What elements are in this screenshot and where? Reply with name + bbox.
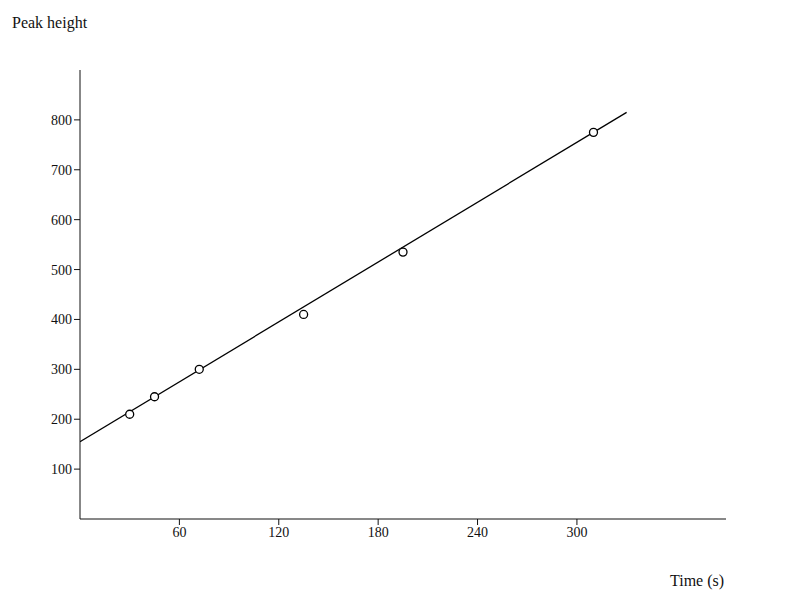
html-text:Peak height: Peak height bbox=[12, 14, 88, 31]
html-text:Time (s): Time (s) bbox=[670, 572, 725, 589]
svg-text:800: 800 bbox=[51, 113, 72, 128]
svg-text:500: 500 bbox=[51, 263, 72, 278]
svg-text:120: 120 bbox=[268, 525, 289, 540]
svg-text:100: 100 bbox=[51, 462, 72, 477]
svg-text:180: 180 bbox=[368, 525, 389, 540]
svg-text:240: 240 bbox=[467, 525, 488, 540]
svg-text:300: 300 bbox=[566, 525, 587, 540]
svg-text:400: 400 bbox=[51, 312, 72, 327]
svg-text:600: 600 bbox=[51, 213, 72, 228]
svg-text:60: 60 bbox=[172, 525, 186, 540]
svg-text:300: 300 bbox=[51, 362, 72, 377]
svg-text:700: 700 bbox=[51, 163, 72, 178]
svg-text:200: 200 bbox=[51, 412, 72, 427]
